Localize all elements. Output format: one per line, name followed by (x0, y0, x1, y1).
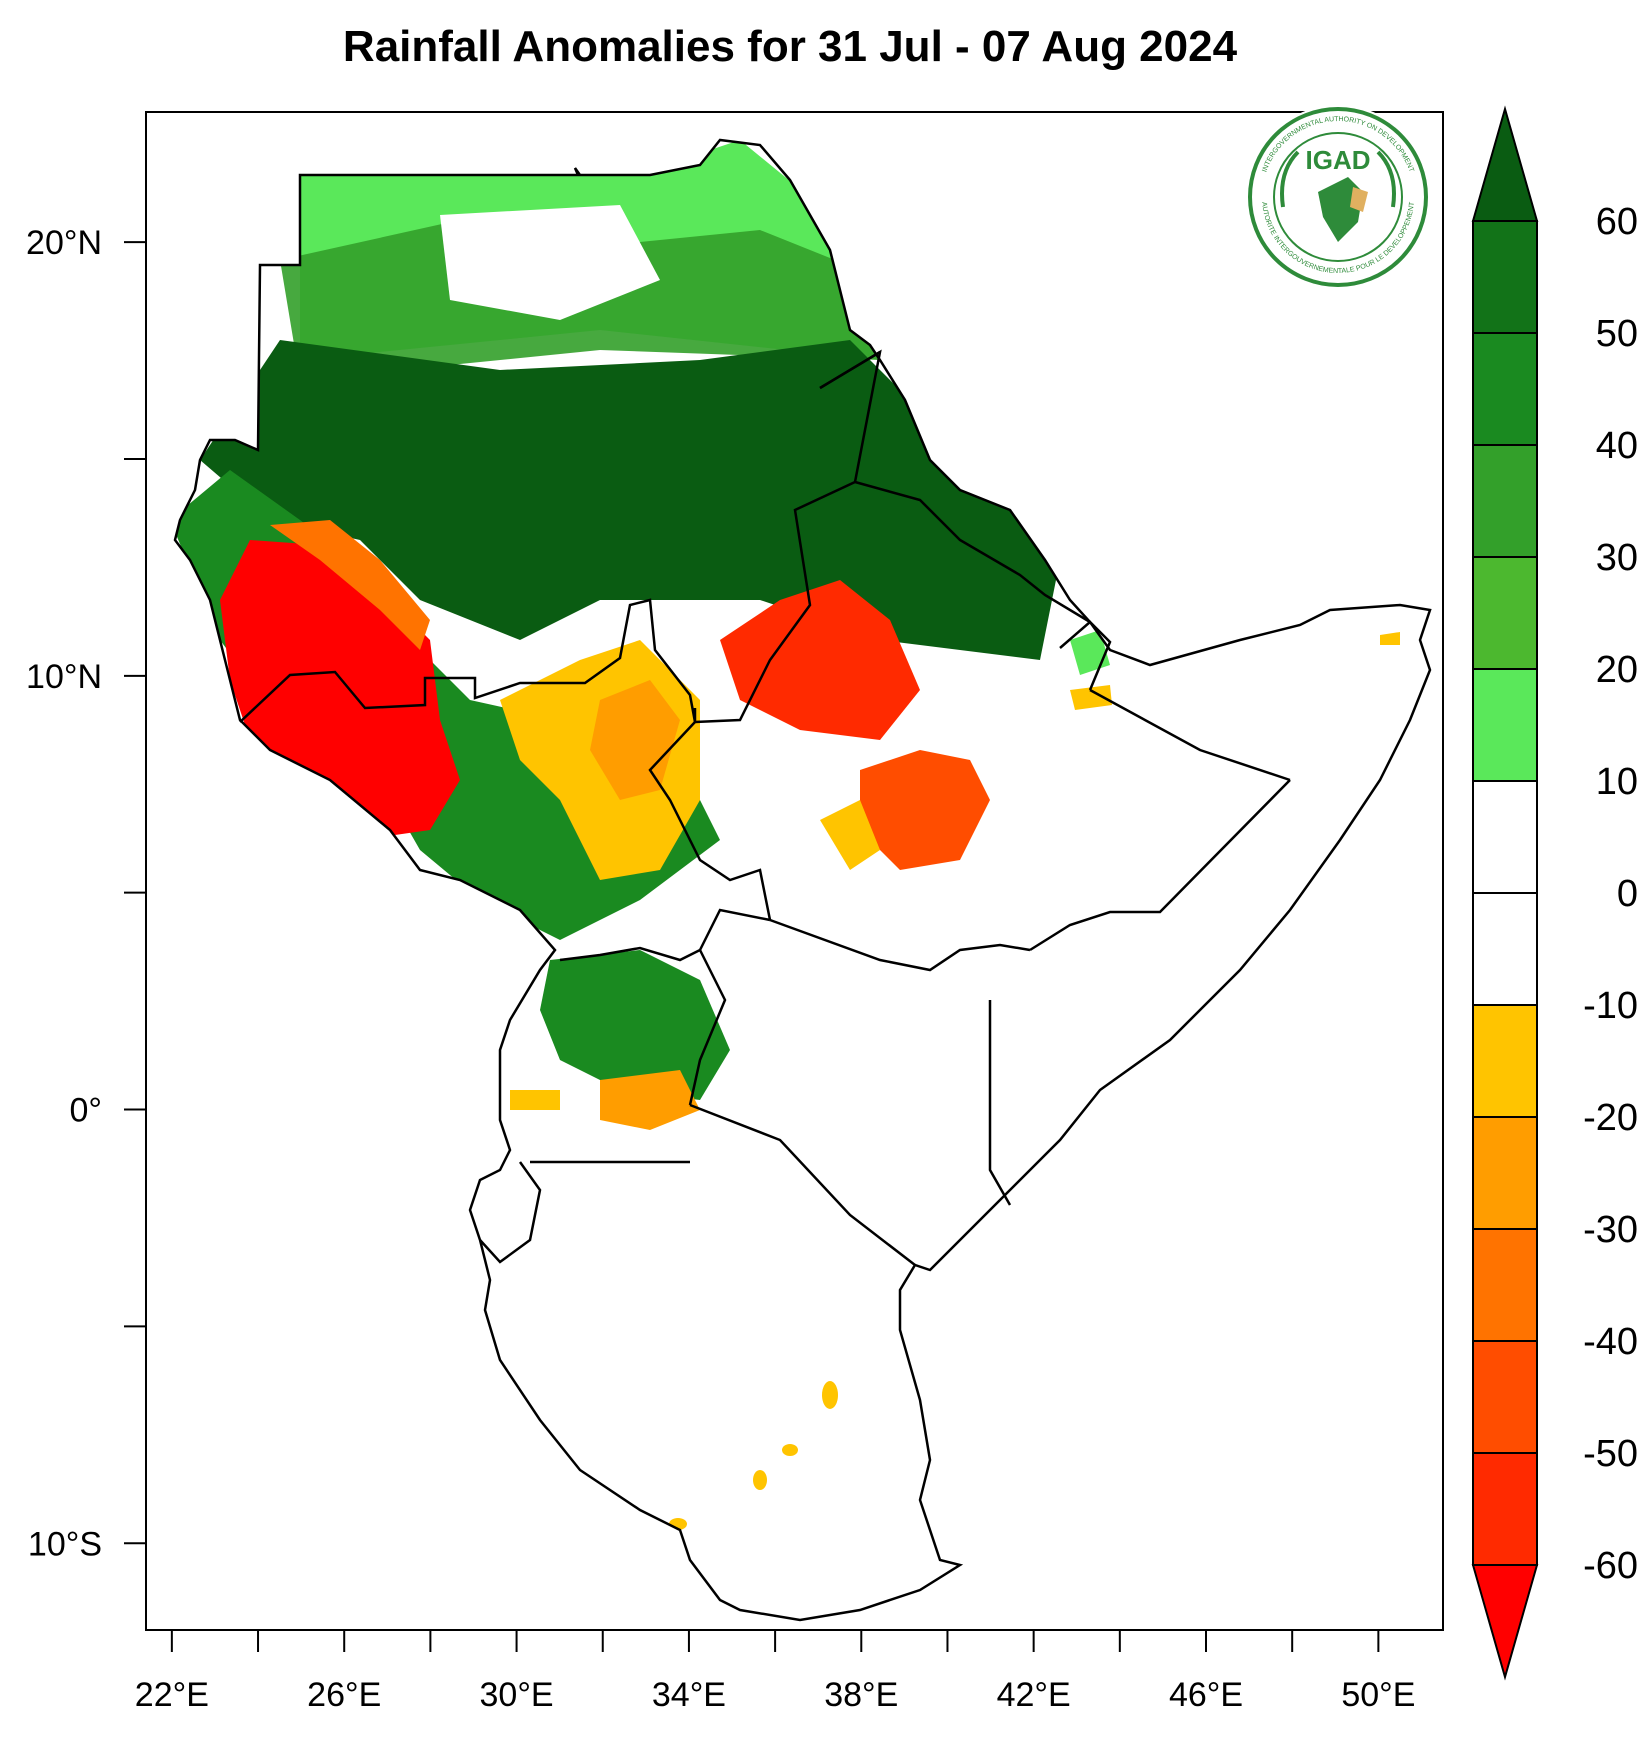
anomaly-light-dry-ethiopia-edge (820, 800, 880, 870)
logo-text: IGAD (1306, 145, 1371, 175)
lon-tick-label: 30°E (480, 1676, 554, 1714)
colorbar-box (1472, 444, 1538, 558)
border-eritrea-sudan (819, 350, 881, 390)
colorbar-box (1472, 892, 1538, 1006)
colorbar-box (1472, 1452, 1538, 1566)
colorbar: 60 50 40 30 20 10 0 -10 -20 -30 -40 -50 -60 (1471, 105, 1638, 1681)
lon-tick-label: 26°E (307, 1676, 381, 1714)
colorbar-label: 60 (1596, 201, 1638, 243)
border-sudan-south-sudan (239, 598, 697, 723)
lon-tick-label: 34°E (652, 1676, 726, 1714)
colorbar-top-arrow (1471, 105, 1539, 222)
colorbar-label: 10 (1596, 761, 1638, 803)
colorbar-label: 40 (1596, 425, 1638, 467)
border-kenya-somalia (988, 1000, 1012, 1206)
colorbar-label: -50 (1583, 1433, 1638, 1475)
lon-tick-label: 46°E (1169, 1676, 1243, 1714)
colorbar-box (1472, 1004, 1538, 1118)
anomaly-strong-wet-sudan-band (200, 340, 1060, 660)
colorbar-box (1472, 556, 1538, 670)
border-somaliland-ethiopia (1089, 688, 1291, 782)
anomaly-moderate-dry-darfur-edge (270, 520, 430, 650)
lat-tick-label: 0° (69, 1092, 102, 1130)
anomaly-light-dry-uganda-south (600, 1070, 700, 1130)
colorbar-box (1472, 1116, 1538, 1230)
border-south-sudan-kenya (698, 908, 771, 951)
colorbar-box (1472, 668, 1538, 782)
anomaly-shading (175, 140, 1400, 1530)
colorbar-label: 30 (1596, 537, 1638, 579)
lat-tick-label: 10°N (26, 658, 102, 696)
lat-tick-label: 10°S (28, 1525, 102, 1563)
anomaly-strong-dry-ethiopia-north (720, 580, 920, 740)
border-ethiopia-somalia (1029, 779, 1291, 952)
lon-tick-label: 22°E (135, 1676, 209, 1714)
border-djibouti (1059, 620, 1112, 691)
coastline-outline (173, 138, 1432, 1622)
colorbar-label: 0 (1617, 873, 1638, 915)
anomaly-speck-tanzania-2 (782, 1444, 798, 1456)
igad-logo: IGAD INTERGOVERNMENTAL AUTHORITY ON DEVE… (1246, 105, 1430, 289)
border-rwanda-burundi (479, 1161, 542, 1264)
igad-region-icon (1350, 187, 1368, 212)
anomaly-light-dry-somaliland (1070, 685, 1112, 710)
colorbar-label: -40 (1583, 1321, 1638, 1363)
colorbar-box (1472, 332, 1538, 446)
lon-tick-label: 42°E (997, 1676, 1071, 1714)
colorbar-box (1472, 1228, 1538, 1342)
longitude-ticks: 22°E 26°E 30°E 34°E 38°E 42°E 46°E 50°E (135, 1630, 1415, 1714)
africa-map-icon (1318, 177, 1363, 242)
anomaly-speck-tanzania-3 (753, 1470, 767, 1490)
border-kenya-tanzania (689, 1103, 916, 1266)
anomaly-moderate-dry-ethiopia-south (860, 750, 990, 870)
lat-tick-label: 20°N (26, 224, 102, 262)
lon-tick-label: 50°E (1341, 1676, 1415, 1714)
border-south-sudan-uganda (559, 946, 701, 962)
anomaly-speck-tanzania-1 (822, 1381, 838, 1409)
border-eritrea-ethiopia (854, 480, 1091, 624)
lon-tick-label: 38°E (824, 1676, 898, 1714)
colorbar-box (1472, 220, 1538, 334)
border-south-sudan-ethiopia (648, 721, 772, 921)
colorbar-label: -60 (1583, 1545, 1638, 1587)
colorbar-label: 50 (1596, 313, 1638, 355)
laurel-icon (1280, 150, 1396, 208)
border-uganda-kenya (688, 949, 727, 1106)
colorbar-label: -30 (1583, 1209, 1638, 1251)
anomaly-light-dry-puntland (1380, 632, 1400, 645)
colorbar-box (1472, 780, 1538, 894)
colorbar-label: -10 (1583, 985, 1638, 1027)
anomaly-dry-white-north-sudan (440, 205, 660, 320)
anomaly-moderate-wet-uganda (540, 950, 730, 1100)
logo-inner-ring (1273, 132, 1403, 262)
anomaly-light-dry-west-uganda (510, 1090, 560, 1110)
colorbar-bottom-arrow (1471, 1564, 1539, 1681)
latitude-ticks: 20°N 10°N 0° 10°S (26, 224, 146, 1563)
border-ethiopia-kenya (769, 918, 1031, 972)
border-sudan-ethiopia (694, 349, 882, 724)
logo-outer-ring (1248, 107, 1428, 287)
anomaly-moderate-dry-south-sudan (590, 680, 680, 800)
colorbar-label: -20 (1583, 1097, 1638, 1139)
colorbar-label: 20 (1596, 649, 1638, 691)
colorbar-box (1472, 1340, 1538, 1454)
map-title: Rainfall Anomalies for 31 Jul - 07 Aug 2… (342, 22, 1238, 71)
country-boundaries (173, 138, 1432, 1622)
